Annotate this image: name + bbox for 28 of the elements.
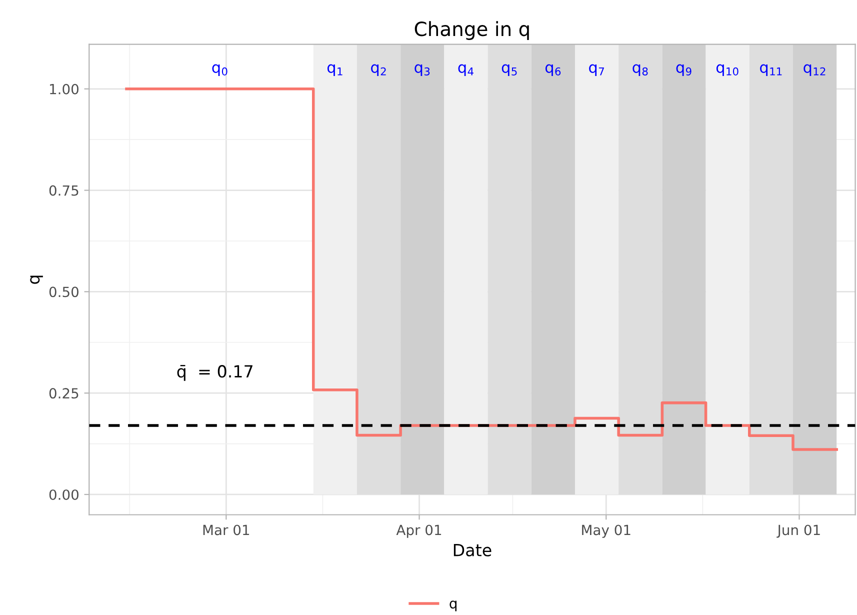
y-tick-label: 0.25 <box>49 388 78 399</box>
band-label: q$_{1}$ <box>327 64 342 76</box>
band-label: q$_{3}$ <box>414 64 430 76</box>
x-tick-label: May 01 <box>582 524 630 538</box>
band-label: q$_{12}$ <box>804 64 826 76</box>
y-tick-label: 0.00 <box>49 489 78 500</box>
x-tick-label: Apr 01 <box>396 524 442 538</box>
x-axis-title: Date <box>454 544 492 556</box>
y-tick-label: 1.00 <box>50 84 78 94</box>
band-label: q$_{7}$ <box>589 64 604 76</box>
band-label: q$_{9}$ <box>676 64 692 76</box>
band-label: q$_{4}$ <box>458 64 474 76</box>
chart-title: Change in q <box>414 21 529 40</box>
band-label: q$_{2}$ <box>371 64 386 76</box>
ref-line-label: q̄ = 0.17 <box>177 364 252 381</box>
band-label: q$_{8}$ <box>632 64 648 76</box>
y-tick-label: 0.50 <box>49 286 78 298</box>
x-tick-label: Jun 01 <box>776 524 820 538</box>
text: q <box>30 276 43 284</box>
y-tick-label: 0.75 <box>49 185 78 196</box>
band-label: q$_{6}$ <box>545 64 561 76</box>
band-label: q$_{10}$ <box>716 64 738 76</box>
legend-label: q <box>450 600 456 612</box>
x-tick-label: Mar 01 <box>203 524 250 536</box>
band-label: q$_{5}$ <box>502 64 517 76</box>
y-axis-title: q <box>212 64 220 76</box>
band-label: q$_{11}$ <box>760 64 782 76</box>
text: 0 <box>222 67 228 76</box>
